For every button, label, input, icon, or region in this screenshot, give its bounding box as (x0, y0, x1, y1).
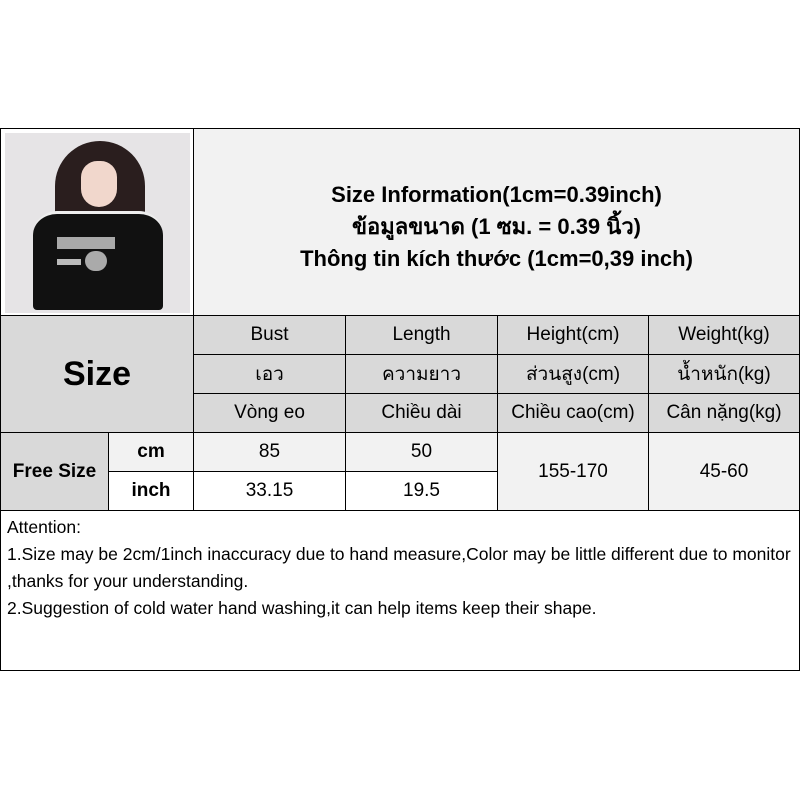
size-header: Size (0, 315, 194, 433)
attention-notes: Attention: 1.Size may be 2cm/1inch inacc… (0, 510, 800, 671)
header-height-vi: Chiều cao(cm) (497, 393, 649, 433)
bust-inch-value: 33.15 (193, 471, 346, 511)
unit-inch-label: inch (108, 471, 194, 511)
size-info-title: Size Information(1cm=0.39inch) ข้อมูลขนา… (193, 128, 800, 316)
header-weight-th: น้ำหนัก(kg) (648, 354, 800, 394)
weight-value: 45-60 (648, 432, 800, 511)
height-value: 155-170 (497, 432, 649, 511)
length-inch-value: 19.5 (345, 471, 498, 511)
header-length-en: Length (345, 315, 498, 355)
length-cm-value: 50 (345, 432, 498, 472)
header-height-en: Height(cm) (497, 315, 649, 355)
free-size-label: Free Size (0, 432, 109, 511)
header-weight-en: Weight(kg) (648, 315, 800, 355)
header-bust-th: เอว (193, 354, 346, 394)
unit-cm-label: cm (108, 432, 194, 472)
attention-heading: Attention: (7, 517, 81, 537)
product-photo-cell (0, 128, 194, 316)
product-photo (5, 133, 190, 313)
bust-cm-value: 85 (193, 432, 346, 472)
attention-note-1: 1.Size may be 2cm/1inch inaccuracy due t… (7, 544, 791, 591)
title-thai: ข้อมูลขนาด (1 ซม. = 0.39 นิ้ว) (351, 214, 641, 239)
header-bust-en: Bust (193, 315, 346, 355)
header-length-th: ความยาว (345, 354, 498, 394)
attention-note-2: 2.Suggestion of cold water hand washing,… (7, 598, 597, 618)
header-height-th: ส่วนสูง(cm) (497, 354, 649, 394)
header-length-vi: Chiều dài (345, 393, 498, 433)
title-vietnamese: Thông tin kích thước (1cm=0,39 inch) (300, 246, 693, 271)
header-bust-vi: Vòng eo (193, 393, 346, 433)
header-weight-vi: Cân nặng(kg) (648, 393, 800, 433)
title-english: Size Information(1cm=0.39inch) (331, 182, 662, 207)
